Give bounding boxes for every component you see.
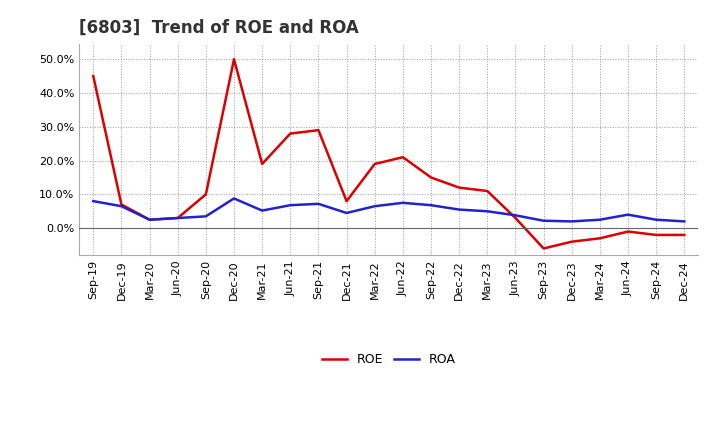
ROA (314, 201, 323, 206)
ROA (117, 204, 126, 209)
ROE (286, 131, 294, 136)
ROE (455, 185, 464, 190)
Legend: ROE, ROA: ROE, ROA (317, 348, 461, 371)
ROA (174, 216, 182, 221)
ROA (89, 198, 98, 204)
ROE (427, 175, 436, 180)
ROA (427, 202, 436, 208)
ROA (652, 217, 660, 222)
Line: ROE: ROE (94, 59, 684, 249)
ROE (483, 188, 492, 194)
ROA (145, 217, 154, 222)
ROE (399, 154, 408, 160)
ROA (539, 218, 548, 224)
ROA (595, 217, 604, 222)
ROE (314, 128, 323, 133)
ROA (258, 208, 266, 213)
ROE (595, 236, 604, 241)
ROE (174, 216, 182, 221)
ROE (370, 161, 379, 167)
ROA (483, 209, 492, 214)
ROE (342, 198, 351, 204)
ROA (567, 219, 576, 224)
ROA (286, 202, 294, 208)
ROE (230, 57, 238, 62)
ROA (370, 204, 379, 209)
ROA (399, 200, 408, 205)
ROE (258, 161, 266, 167)
ROA (342, 210, 351, 216)
ROA (680, 219, 688, 224)
ROA (624, 212, 632, 217)
ROE (202, 192, 210, 197)
ROE (145, 217, 154, 222)
ROE (624, 229, 632, 234)
Text: [6803]  Trend of ROE and ROA: [6803] Trend of ROE and ROA (79, 19, 359, 37)
ROA (202, 214, 210, 219)
ROE (652, 232, 660, 238)
ROE (511, 216, 520, 221)
ROE (567, 239, 576, 244)
ROA (230, 196, 238, 201)
ROE (680, 232, 688, 238)
ROE (539, 246, 548, 251)
ROA (511, 213, 520, 218)
Line: ROA: ROA (94, 198, 684, 221)
ROE (117, 202, 126, 207)
ROE (89, 73, 98, 79)
ROA (455, 207, 464, 212)
